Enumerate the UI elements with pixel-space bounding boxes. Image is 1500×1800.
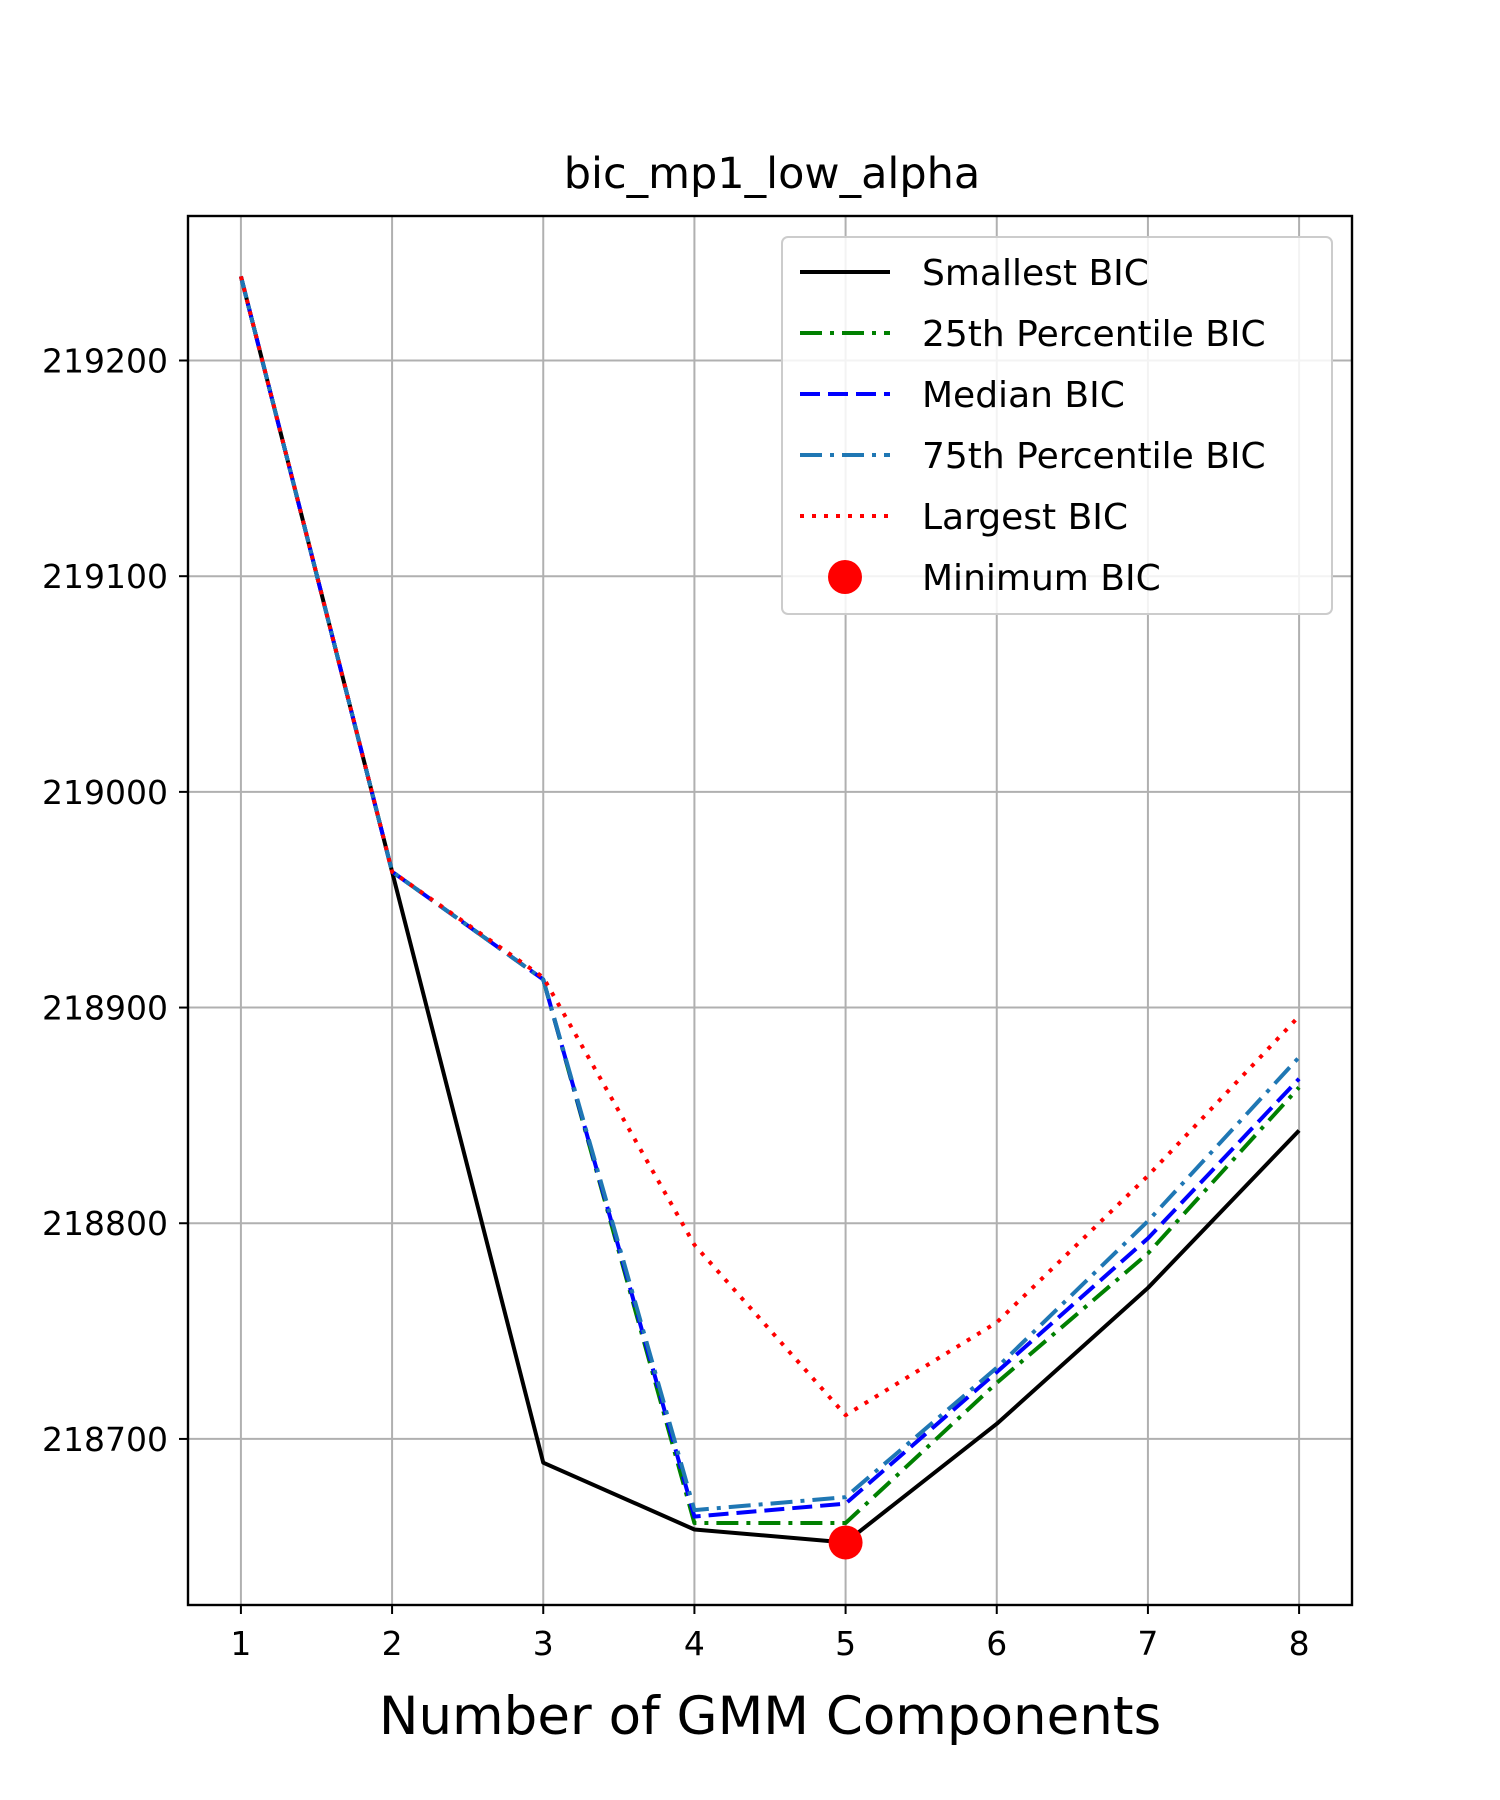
y-tick-label: 219100 xyxy=(42,557,168,596)
x-tick-label: 2 xyxy=(382,1624,403,1663)
y-tick-label: 218900 xyxy=(42,989,168,1028)
plot-frame xyxy=(186,214,1354,1607)
y-tick-label: 219000 xyxy=(42,773,168,812)
x-tick-label: 7 xyxy=(1137,1624,1158,1663)
legend-label: 75th Percentile BIC xyxy=(922,436,1266,477)
y-tick-label: 219200 xyxy=(42,342,168,381)
x-tick-label: 1 xyxy=(230,1624,251,1663)
legend-box xyxy=(781,236,1333,615)
legend-label: Minimum BIC xyxy=(922,558,1161,599)
chart-title: bic_mp1_low_alpha xyxy=(564,149,981,199)
minimum-bic-point xyxy=(828,1525,863,1560)
x-tick-label: 3 xyxy=(533,1624,554,1663)
plot-series xyxy=(238,275,1301,1560)
x-tick-label: 4 xyxy=(684,1624,705,1663)
series-line-smallest-bic xyxy=(238,275,1301,1545)
legend-label: Smallest BIC xyxy=(922,253,1149,294)
legend-entries: Smallest BIC 25th Percentile BIC Median BI… xyxy=(800,253,1266,599)
legend: Smallest BIC 25th Percentile BIC Median BI… xyxy=(781,236,1333,615)
x-axis: 1 2 3 4 5 6 7 8 xyxy=(230,1605,1310,1663)
x-tick-label: 5 xyxy=(835,1624,856,1663)
legend-label: Largest BIC xyxy=(922,497,1128,538)
y-tick-label: 218700 xyxy=(42,1420,168,1459)
x-axis-label: Number of GMM Components xyxy=(379,1686,1161,1747)
series-line-75th-percentile-bic xyxy=(238,275,1301,1513)
y-axis: 218700 218800 218900 219000 219100 219200 xyxy=(42,342,188,1459)
y-tick-label: 218800 xyxy=(42,1204,168,1243)
x-tick-label: 6 xyxy=(986,1624,1007,1663)
legend-marker-minimum-bic xyxy=(828,560,862,594)
legend-label: Median BIC xyxy=(922,375,1125,416)
x-tick-label: 8 xyxy=(1289,1624,1310,1663)
legend-label: 25th Percentile BIC xyxy=(922,314,1266,355)
